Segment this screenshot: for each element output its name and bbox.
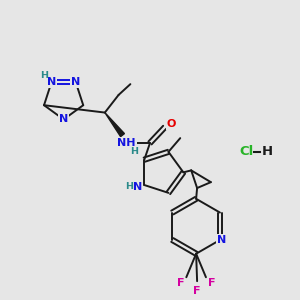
Text: F: F — [208, 278, 216, 288]
Text: O: O — [167, 119, 176, 129]
Text: F: F — [194, 286, 201, 296]
Text: N: N — [59, 114, 68, 124]
Text: F: F — [177, 278, 184, 288]
Text: NH: NH — [117, 138, 136, 148]
Polygon shape — [105, 112, 124, 136]
Text: H: H — [130, 147, 138, 156]
Text: H: H — [40, 71, 48, 80]
Text: N: N — [47, 77, 56, 87]
Text: N: N — [133, 182, 142, 192]
Text: Cl: Cl — [239, 145, 253, 158]
Text: N: N — [71, 77, 80, 87]
Text: H: H — [262, 145, 273, 158]
Text: H: H — [126, 182, 134, 191]
Text: N: N — [217, 235, 226, 245]
